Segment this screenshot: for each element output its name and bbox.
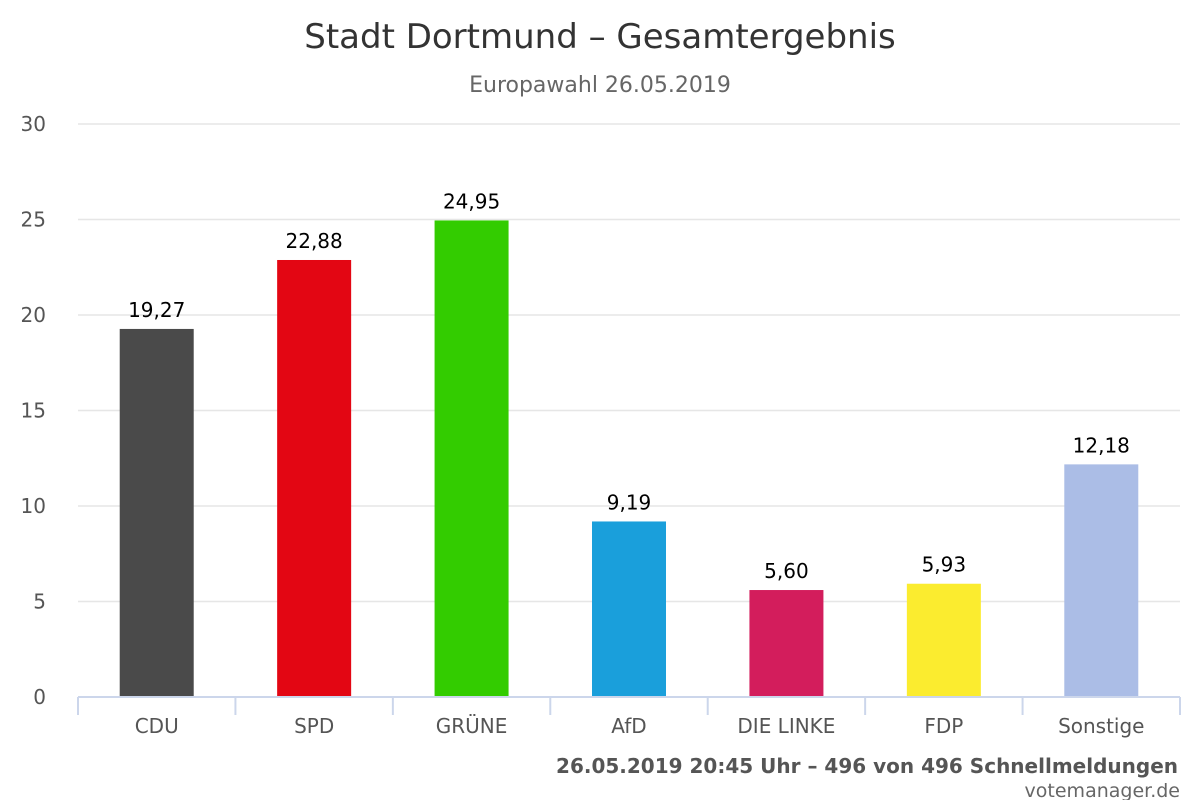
chart-subtitle: Europawahl 26.05.2019 bbox=[469, 73, 731, 98]
footer-status: 26.05.2019 20:45 Uhr – 496 von 496 Schne… bbox=[556, 754, 1178, 778]
data-labels: 19,27 22,88 24,95 9,19 5,60 5,93 12,18 bbox=[128, 189, 1130, 583]
x-tick-label: AfD bbox=[611, 714, 646, 738]
y-tick-label: 20 bbox=[21, 303, 46, 327]
data-label: 9,19 bbox=[607, 490, 652, 514]
y-tick-label: 25 bbox=[21, 208, 46, 232]
bar-afd bbox=[592, 521, 666, 697]
chart-title: Stadt Dortmund – Gesamtergebnis bbox=[304, 17, 896, 57]
bar-fdp bbox=[906, 583, 981, 697]
gridlines bbox=[78, 123, 1180, 603]
bars bbox=[119, 220, 1139, 697]
x-axis bbox=[77, 696, 1181, 715]
y-tick-label: 5 bbox=[33, 590, 46, 614]
x-tick-label: Sonstige bbox=[1058, 714, 1144, 738]
y-tick-label: 15 bbox=[21, 399, 46, 423]
data-label: 24,95 bbox=[443, 189, 500, 213]
y-tick-label: 10 bbox=[21, 494, 46, 518]
bar-sonstige bbox=[1064, 464, 1139, 697]
y-tick-label: 30 bbox=[21, 112, 46, 136]
x-tick-label: CDU bbox=[135, 714, 179, 738]
data-label: 19,27 bbox=[128, 298, 185, 322]
bar-grüne bbox=[434, 220, 509, 697]
bar-spd bbox=[277, 259, 352, 697]
bar-die-linke bbox=[749, 590, 824, 697]
y-tick-label: 0 bbox=[33, 685, 46, 709]
data-label: 22,88 bbox=[286, 229, 343, 253]
data-label: 5,93 bbox=[922, 553, 967, 577]
x-tick-label: FDP bbox=[924, 714, 963, 738]
x-axis-ticks: CDU SPD GRÜNE AfD DIE LINKE FDP Sonstige bbox=[135, 714, 1145, 738]
footer-credit: votemanager.de bbox=[1025, 780, 1180, 800]
x-tick-label: DIE LINKE bbox=[737, 714, 835, 738]
x-tick-label: SPD bbox=[294, 714, 334, 738]
y-axis-ticks: 0 5 10 15 20 25 30 bbox=[21, 112, 46, 709]
data-label: 5,60 bbox=[764, 559, 809, 583]
bar-cdu bbox=[119, 328, 194, 697]
data-label: 12,18 bbox=[1073, 433, 1130, 457]
x-tick-label: GRÜNE bbox=[436, 714, 508, 738]
